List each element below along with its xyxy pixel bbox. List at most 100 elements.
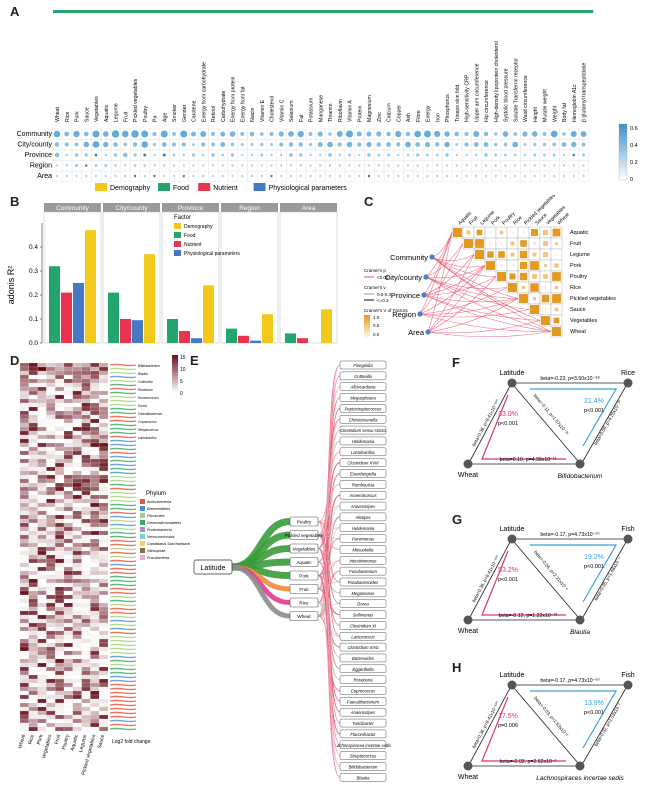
bubble — [299, 164, 302, 167]
heat-cell — [19, 726, 29, 732]
heat-cell — [46, 654, 56, 660]
heat-cell — [46, 438, 56, 444]
heat-cell — [55, 382, 65, 388]
e-genus-label: Parabacteroides — [348, 580, 379, 585]
heat-cell — [90, 578, 100, 584]
e-genus-label: Coprococcus — [351, 689, 376, 694]
heat-cell — [46, 426, 56, 432]
heat-cell — [63, 686, 73, 692]
d-genus-label: Roseburia — [138, 388, 153, 392]
facet-label-3: Region — [239, 205, 260, 212]
heat-cell — [28, 426, 38, 432]
heat-cell — [28, 366, 38, 372]
heat-cell — [19, 710, 29, 716]
d-stream — [109, 591, 137, 595]
d-stream — [109, 435, 137, 439]
e-genus-label: Christensenella — [349, 417, 379, 422]
heat-cell — [37, 562, 47, 568]
heat-cell — [72, 446, 82, 452]
column-label-12: Smoker — [172, 104, 178, 122]
bubble — [473, 130, 480, 138]
c-left-label-4: Area — [408, 328, 425, 337]
heat-cell — [28, 634, 38, 640]
d-stream — [109, 583, 137, 587]
heat-cell — [63, 446, 73, 452]
heat-cell — [99, 638, 109, 644]
heat-cell — [46, 722, 56, 728]
e-food-node — [289, 557, 319, 567]
heat-cell — [90, 490, 100, 496]
heat-cell — [55, 550, 65, 556]
heat-cell — [46, 530, 56, 536]
bubble — [111, 130, 120, 138]
heat-cell — [90, 478, 100, 484]
c-square — [464, 239, 473, 248]
e-genus-label: Lactobacillus — [351, 450, 376, 455]
e-genus-label: Eisenbergiella — [350, 472, 377, 477]
column-label-1: Rice — [65, 112, 71, 122]
med-edge-diag — [513, 541, 579, 618]
e-food-label: Poultry — [297, 520, 312, 525]
heat-cell — [63, 462, 73, 468]
bubble — [221, 153, 225, 157]
bubble — [143, 164, 147, 167]
heat-cell — [19, 634, 29, 640]
bubble — [121, 130, 129, 138]
c-link — [431, 254, 475, 262]
bubble — [483, 142, 489, 147]
column-label-41: Triceps skin fold — [455, 85, 461, 122]
heat-cell — [46, 390, 56, 396]
heat-cell — [72, 494, 82, 500]
bubble — [475, 174, 478, 178]
heat-cell — [63, 570, 73, 576]
med-food-pct: 19.2% — [584, 554, 604, 561]
heat-cell — [90, 598, 100, 604]
heat-cell — [19, 550, 29, 556]
heat-cell — [99, 726, 109, 732]
heat-cell — [37, 458, 47, 464]
heat-cell — [72, 642, 82, 648]
heat-cell — [37, 582, 47, 588]
c-square — [487, 251, 494, 258]
med-node — [575, 615, 585, 625]
heat-cell — [55, 418, 65, 424]
heat-cell — [63, 614, 73, 620]
d-genus-label: Bifidobacterium — [138, 364, 160, 368]
heat-cell — [72, 538, 82, 544]
heat-cell — [72, 650, 82, 656]
d-xlabel-7: Legume — [78, 734, 89, 753]
heat-cell — [81, 578, 91, 584]
med-wheat-label: Wheat — [458, 774, 478, 781]
med-left-beta: beta=0.36, p=8.41x10⁻¹⁵⁰ — [471, 398, 500, 447]
heat-cell — [46, 490, 56, 496]
heat-cell — [81, 538, 91, 544]
column-label-45: High-density lipoprotein cholesterol — [494, 41, 500, 122]
heat-cell — [90, 666, 100, 672]
heat-cell — [90, 654, 100, 660]
heat-cell — [81, 566, 91, 572]
d-genus-label: Faecalibacterium — [138, 412, 163, 416]
heat-cell — [37, 602, 47, 608]
category-bar — [53, 10, 594, 13]
c-square — [511, 231, 514, 234]
heat-cell — [99, 566, 109, 572]
c-left-label-1: City/county — [385, 273, 422, 282]
heat-cell — [72, 470, 82, 476]
c-square — [554, 307, 559, 312]
e-genus-label: Fusobacterium — [349, 569, 377, 574]
heat-cell — [63, 610, 73, 616]
bubble — [562, 174, 566, 178]
med-edge-right — [582, 385, 627, 462]
c-link — [423, 254, 475, 296]
heat-cell — [90, 414, 100, 420]
bubble — [436, 164, 439, 167]
column-label-17: Carbohydrate — [221, 90, 227, 122]
e-genus-label: Eggerthella — [352, 667, 374, 672]
column-label-50: Muscle weight — [543, 89, 549, 122]
heat-cell — [63, 458, 73, 464]
c-square — [475, 239, 484, 248]
legend-label-nutrient: Nutrient — [213, 185, 238, 192]
med-left-beta: beta=0.36, p=8.41x10⁻¹⁵⁰ — [471, 554, 500, 603]
bubble — [180, 130, 188, 138]
heat-cell — [72, 374, 82, 380]
